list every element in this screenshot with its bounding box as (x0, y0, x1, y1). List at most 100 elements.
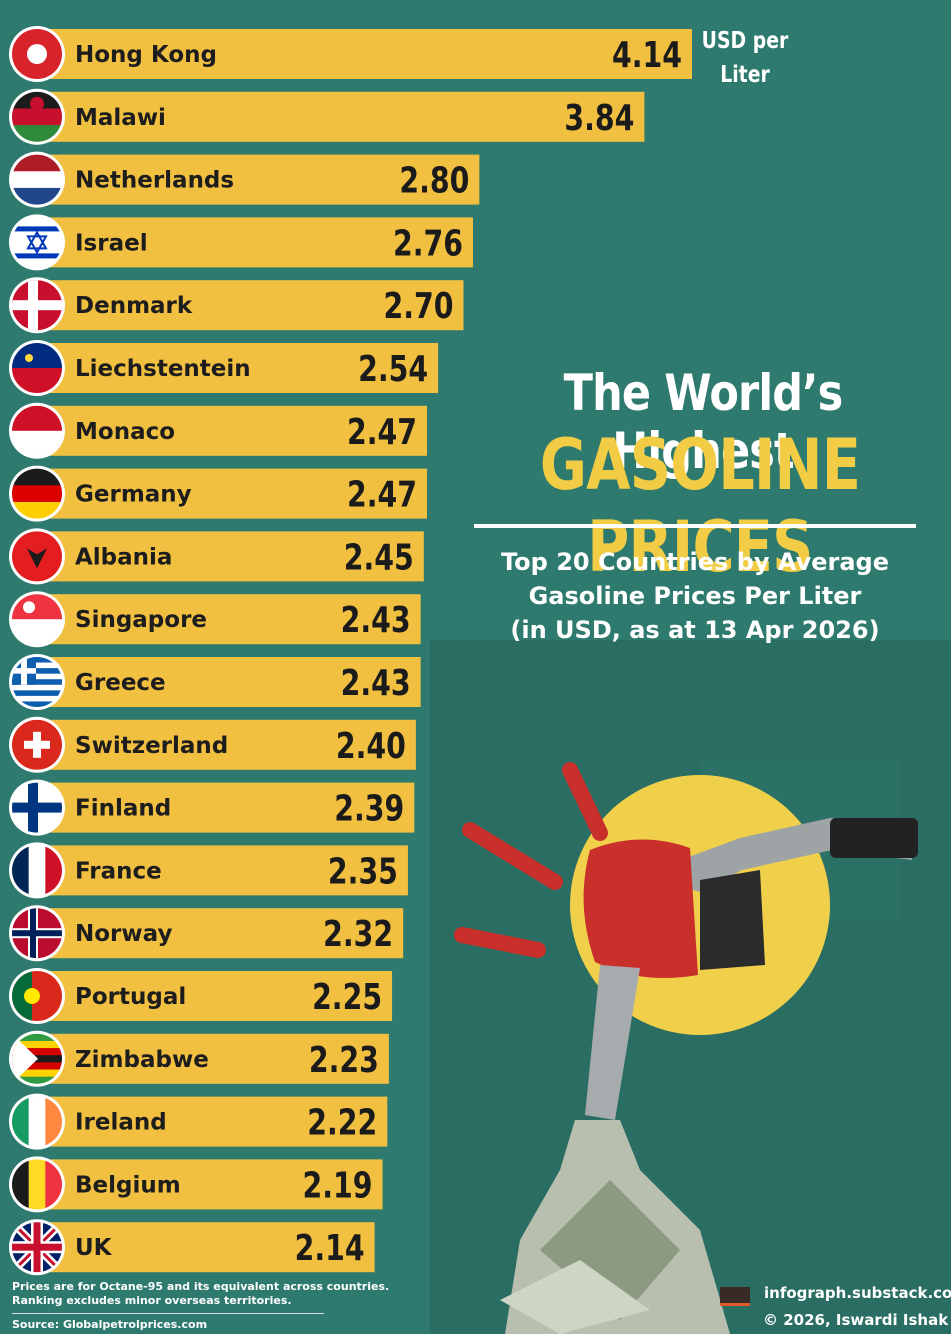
bar (35, 468, 427, 519)
subtitle-line2: Gasoline Prices Per Liter (528, 582, 862, 610)
brand-logo-icon (720, 1287, 750, 1306)
bar (35, 657, 421, 707)
category-label: Greece (75, 670, 166, 696)
portugal-flag-icon (9, 968, 65, 1024)
value-label: 2.43 (341, 600, 411, 641)
value-label: 3.84 (564, 98, 634, 139)
value-label: 2.70 (383, 286, 453, 327)
bar (35, 782, 415, 833)
value-label: 2.43 (341, 663, 411, 704)
burst-lines-icon (454, 762, 608, 958)
bar (35, 845, 408, 896)
value-label: 2.54 (358, 349, 428, 390)
bar (35, 91, 645, 142)
value-label: 2.32 (323, 914, 393, 955)
malawi-flag-icon (9, 88, 65, 145)
bar (35, 1222, 375, 1273)
category-label: Monaco (75, 419, 175, 445)
footnote-line1: Prices are for Octane-95 and its equival… (12, 1280, 390, 1293)
title-line1: The World’s Highest (563, 364, 844, 480)
bar (35, 971, 393, 1021)
value-label: 2.40 (336, 726, 406, 767)
bar (35, 217, 473, 268)
value-label: 2.47 (347, 412, 417, 453)
money-pile-icon (500, 1120, 730, 1334)
footnotes: Prices are for Octane-95 and its equival… (12, 1280, 432, 1308)
category-label: France (75, 858, 162, 884)
bar (35, 343, 439, 393)
bar (35, 405, 427, 456)
category-label: Switzerland (75, 733, 228, 759)
bar (35, 29, 692, 79)
unit-label-line1: USD per (701, 28, 789, 54)
category-label: Belgium (75, 1172, 181, 1198)
category-label: Finland (75, 796, 171, 822)
monaco-flag-icon (9, 402, 65, 459)
germany-flag-icon (9, 465, 65, 522)
unit-label-line2: Liter (720, 62, 770, 88)
bar (35, 531, 424, 582)
ireland-flag-icon (9, 1093, 65, 1150)
finland-flag-icon (9, 779, 65, 836)
footnote-line2: Ranking excludes minor overseas territor… (12, 1294, 292, 1307)
category-label: Liechstentein (75, 356, 251, 382)
hong-kong-flag-icon (9, 26, 65, 82)
fuel-nozzle-icon (583, 818, 918, 1120)
value-label: 2.23 (309, 1040, 379, 1081)
brand-site: infograph.substack.com (764, 1284, 951, 1302)
value-label: 4.14 (612, 35, 682, 76)
france-flag-icon (9, 842, 65, 899)
bar (35, 719, 416, 770)
value-label: 2.47 (347, 475, 417, 516)
bar (35, 154, 480, 205)
subtitle-line3: (in USD, as at 13 Apr 2026) (510, 616, 880, 644)
footnote-divider (12, 1313, 324, 1314)
category-label: UK (75, 1235, 113, 1261)
value-label: 2.35 (328, 851, 398, 892)
bar (35, 908, 404, 959)
value-label: 2.80 (399, 161, 469, 202)
category-label: Netherlands (75, 168, 234, 194)
subtitle-line1: Top 20 Countries by Average (501, 548, 889, 576)
value-label: 2.45 (344, 537, 414, 578)
value-label: 2.25 (312, 977, 382, 1018)
albania-flag-icon (9, 528, 65, 585)
denmark-flag-icon (9, 277, 65, 334)
bar (35, 280, 464, 331)
switzerland-flag-icon (9, 716, 65, 773)
bar (35, 594, 421, 645)
category-label: Portugal (75, 984, 186, 1010)
category-label: Zimbabwe (75, 1047, 209, 1073)
category-label: Israel (75, 230, 148, 256)
category-label: Denmark (75, 293, 193, 319)
source-note: Source: Globalpetrolprices.com (12, 1318, 208, 1331)
singapore-flag-icon (9, 591, 65, 648)
greece-flag-icon (9, 654, 65, 710)
belgium-flag-icon (9, 1156, 65, 1213)
norway-flag-icon (9, 905, 65, 962)
value-label: 2.22 (307, 1103, 377, 1144)
category-label: Singapore (75, 607, 207, 633)
value-label: 2.14 (295, 1228, 365, 1269)
bar (35, 1096, 388, 1147)
title-line2: GASOLINE PRICES (539, 424, 861, 588)
unit-label: USD per Liter (700, 24, 790, 92)
category-label: Albania (75, 544, 172, 570)
israel-flag-icon (9, 214, 65, 271)
title-divider (474, 524, 916, 528)
value-label: 2.19 (303, 1165, 373, 1206)
value-label: 2.76 (393, 223, 463, 264)
category-label: Hong Kong (75, 42, 217, 68)
uk-flag-icon (9, 1219, 65, 1276)
category-label: Ireland (75, 1110, 167, 1136)
bar (35, 1033, 389, 1084)
netherlands-flag-icon (9, 151, 65, 208)
category-label: Malawi (75, 105, 166, 131)
subtitle: Top 20 Countries by Average Gasoline Pri… (478, 545, 912, 647)
category-label: Germany (75, 482, 192, 508)
brand-copyright: © 2026, Iswardi Ishak (763, 1311, 949, 1329)
zimbabwe-flag-icon (9, 1030, 65, 1087)
category-label: Norway (75, 921, 172, 947)
liechtenstein-flag-icon (9, 340, 65, 396)
